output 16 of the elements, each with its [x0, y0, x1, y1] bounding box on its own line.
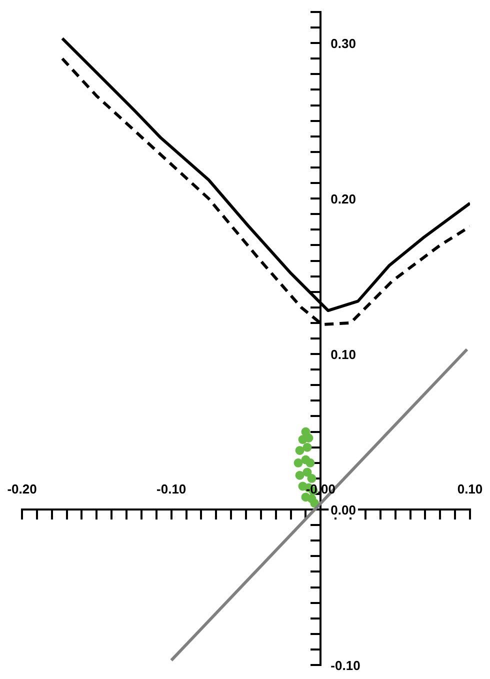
x-tick-label: -0.20 — [7, 482, 37, 497]
point — [302, 468, 312, 477]
x-tick-label: 0.10 — [457, 482, 483, 497]
point — [306, 458, 315, 468]
y-tick-label: 0.20 — [330, 192, 356, 207]
y-tick-label: 0.00 — [330, 502, 356, 518]
point — [295, 470, 304, 480]
x-tick-label: -0.00 — [306, 482, 336, 497]
y-tick-label: 0.10 — [330, 347, 356, 362]
point — [295, 446, 304, 455]
point — [294, 458, 303, 468]
point — [302, 442, 312, 452]
y-tick-label: -0.10 — [330, 658, 360, 673]
point — [307, 474, 316, 483]
x-tick-label: -0.10 — [156, 482, 186, 497]
y-tick-label: 0.30 — [330, 36, 356, 52]
